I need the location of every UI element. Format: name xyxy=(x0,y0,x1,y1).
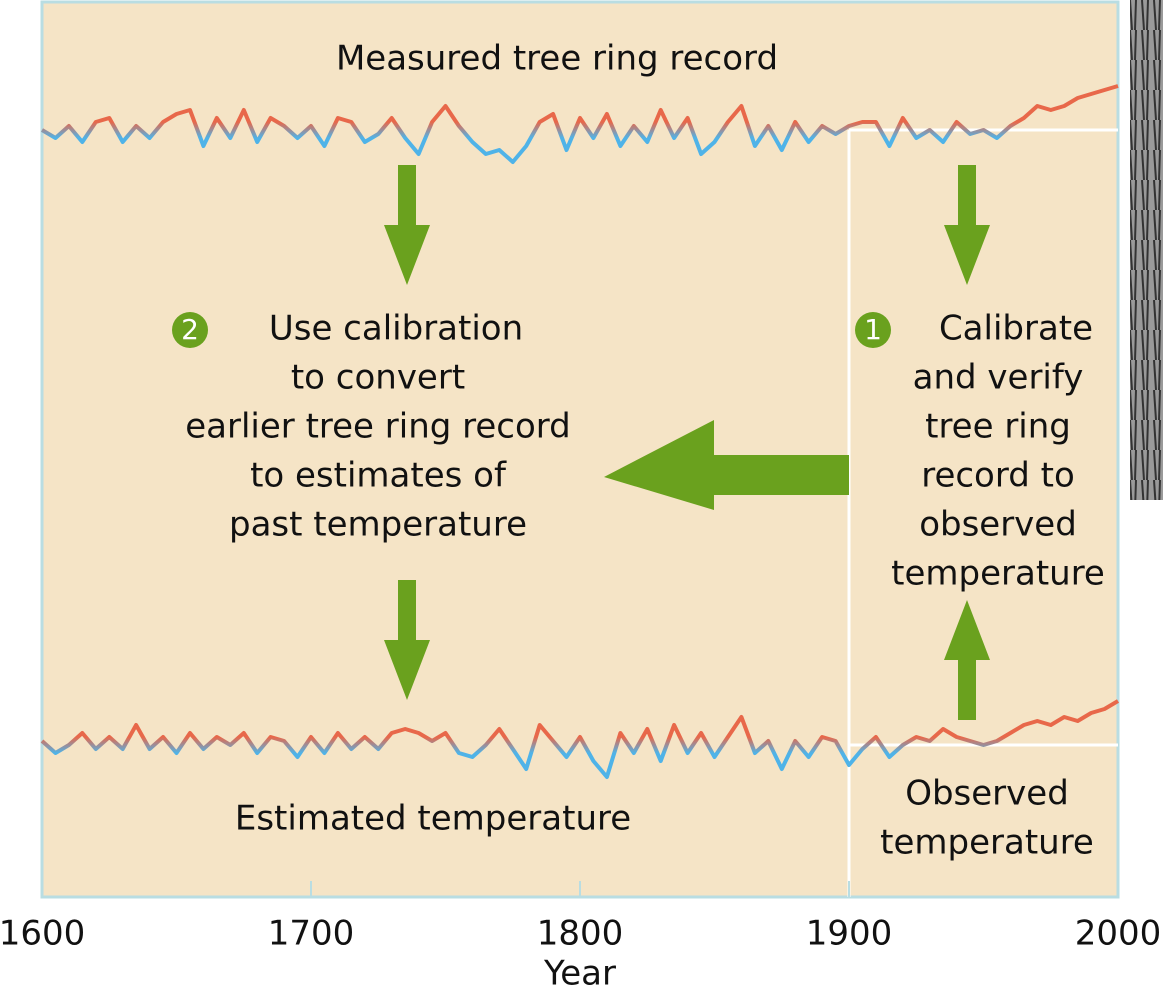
annotation-text: past temperature xyxy=(229,505,527,545)
figure: Measured tree ring record Estimated temp… xyxy=(0,0,1163,998)
x-tick-label: 1600 xyxy=(0,914,85,954)
annotation-text: observed xyxy=(919,505,1077,545)
annotation-text: earlier tree ring record xyxy=(185,407,571,447)
annotation-text: record to xyxy=(921,456,1075,496)
x-tick-label: 2000 xyxy=(1075,914,1162,954)
annotation-text: temperature xyxy=(891,554,1105,594)
step-number: 2 xyxy=(181,313,199,346)
x-tick-label: 1700 xyxy=(268,914,355,954)
annotation-text: temperature xyxy=(880,823,1094,863)
x-tick-label: 1900 xyxy=(806,914,893,954)
annotation-text: to estimates of xyxy=(250,456,507,496)
step-number: 1 xyxy=(864,313,882,346)
series-label: Measured tree ring record xyxy=(336,39,778,79)
annotation-text: to convert xyxy=(291,358,465,398)
annotation-text: Observed xyxy=(905,774,1069,814)
x-axis-label: Year xyxy=(543,954,616,994)
annotation-text: Use calibration xyxy=(269,309,523,349)
x-tick-label: 1800 xyxy=(537,914,624,954)
panel xyxy=(42,2,1118,897)
bark-photo xyxy=(1130,0,1163,500)
annotation-text: and verify xyxy=(913,358,1084,398)
annotation-text: Calibrate xyxy=(939,309,1093,349)
series-label: Estimated temperature xyxy=(235,799,631,839)
annotation-text: tree ring xyxy=(925,407,1071,447)
